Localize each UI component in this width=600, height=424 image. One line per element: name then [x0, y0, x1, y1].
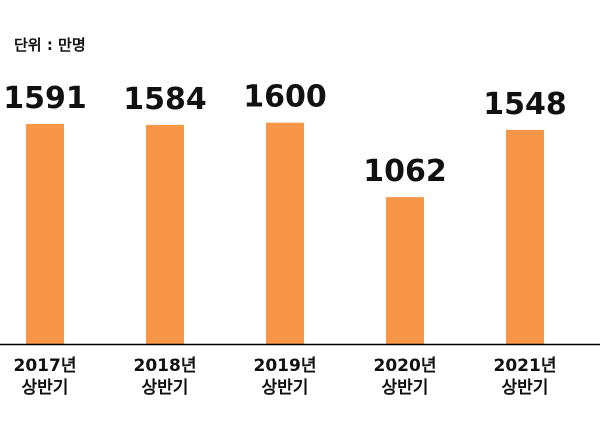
category-label-1-line-1: 상반기	[142, 378, 189, 398]
category-label-1-line-0: 2018년	[134, 356, 197, 376]
bar-0	[26, 123, 64, 344]
bar-1	[146, 124, 184, 345]
unit-label: 단위 : 만명	[14, 36, 86, 54]
bar-2	[266, 122, 304, 344]
value-label-2: 1600	[243, 80, 327, 115]
bars-layer	[26, 122, 544, 345]
category-label-4-line-0: 2021년	[494, 356, 557, 376]
labels-layer: 1591 1584 1600 1062 1548	[3, 80, 567, 189]
value-label-3: 1062	[363, 154, 447, 189]
category-label-0-line-1: 상반기	[22, 378, 69, 398]
category-label-0-line-0: 2017년	[14, 356, 77, 376]
bar-3	[386, 197, 424, 344]
category-label-2-line-0: 2019년	[254, 356, 317, 376]
category-label-3-line-1: 상반기	[382, 378, 429, 398]
value-label-1: 1584	[123, 82, 207, 117]
value-label-0: 1591	[3, 81, 87, 116]
bar-4	[506, 129, 544, 344]
category-label-2-line-1: 상반기	[262, 378, 309, 398]
category-label-3-line-0: 2020년	[374, 356, 437, 376]
value-label-4: 1548	[483, 87, 567, 122]
category-label-4-line-1: 상반기	[502, 378, 549, 398]
